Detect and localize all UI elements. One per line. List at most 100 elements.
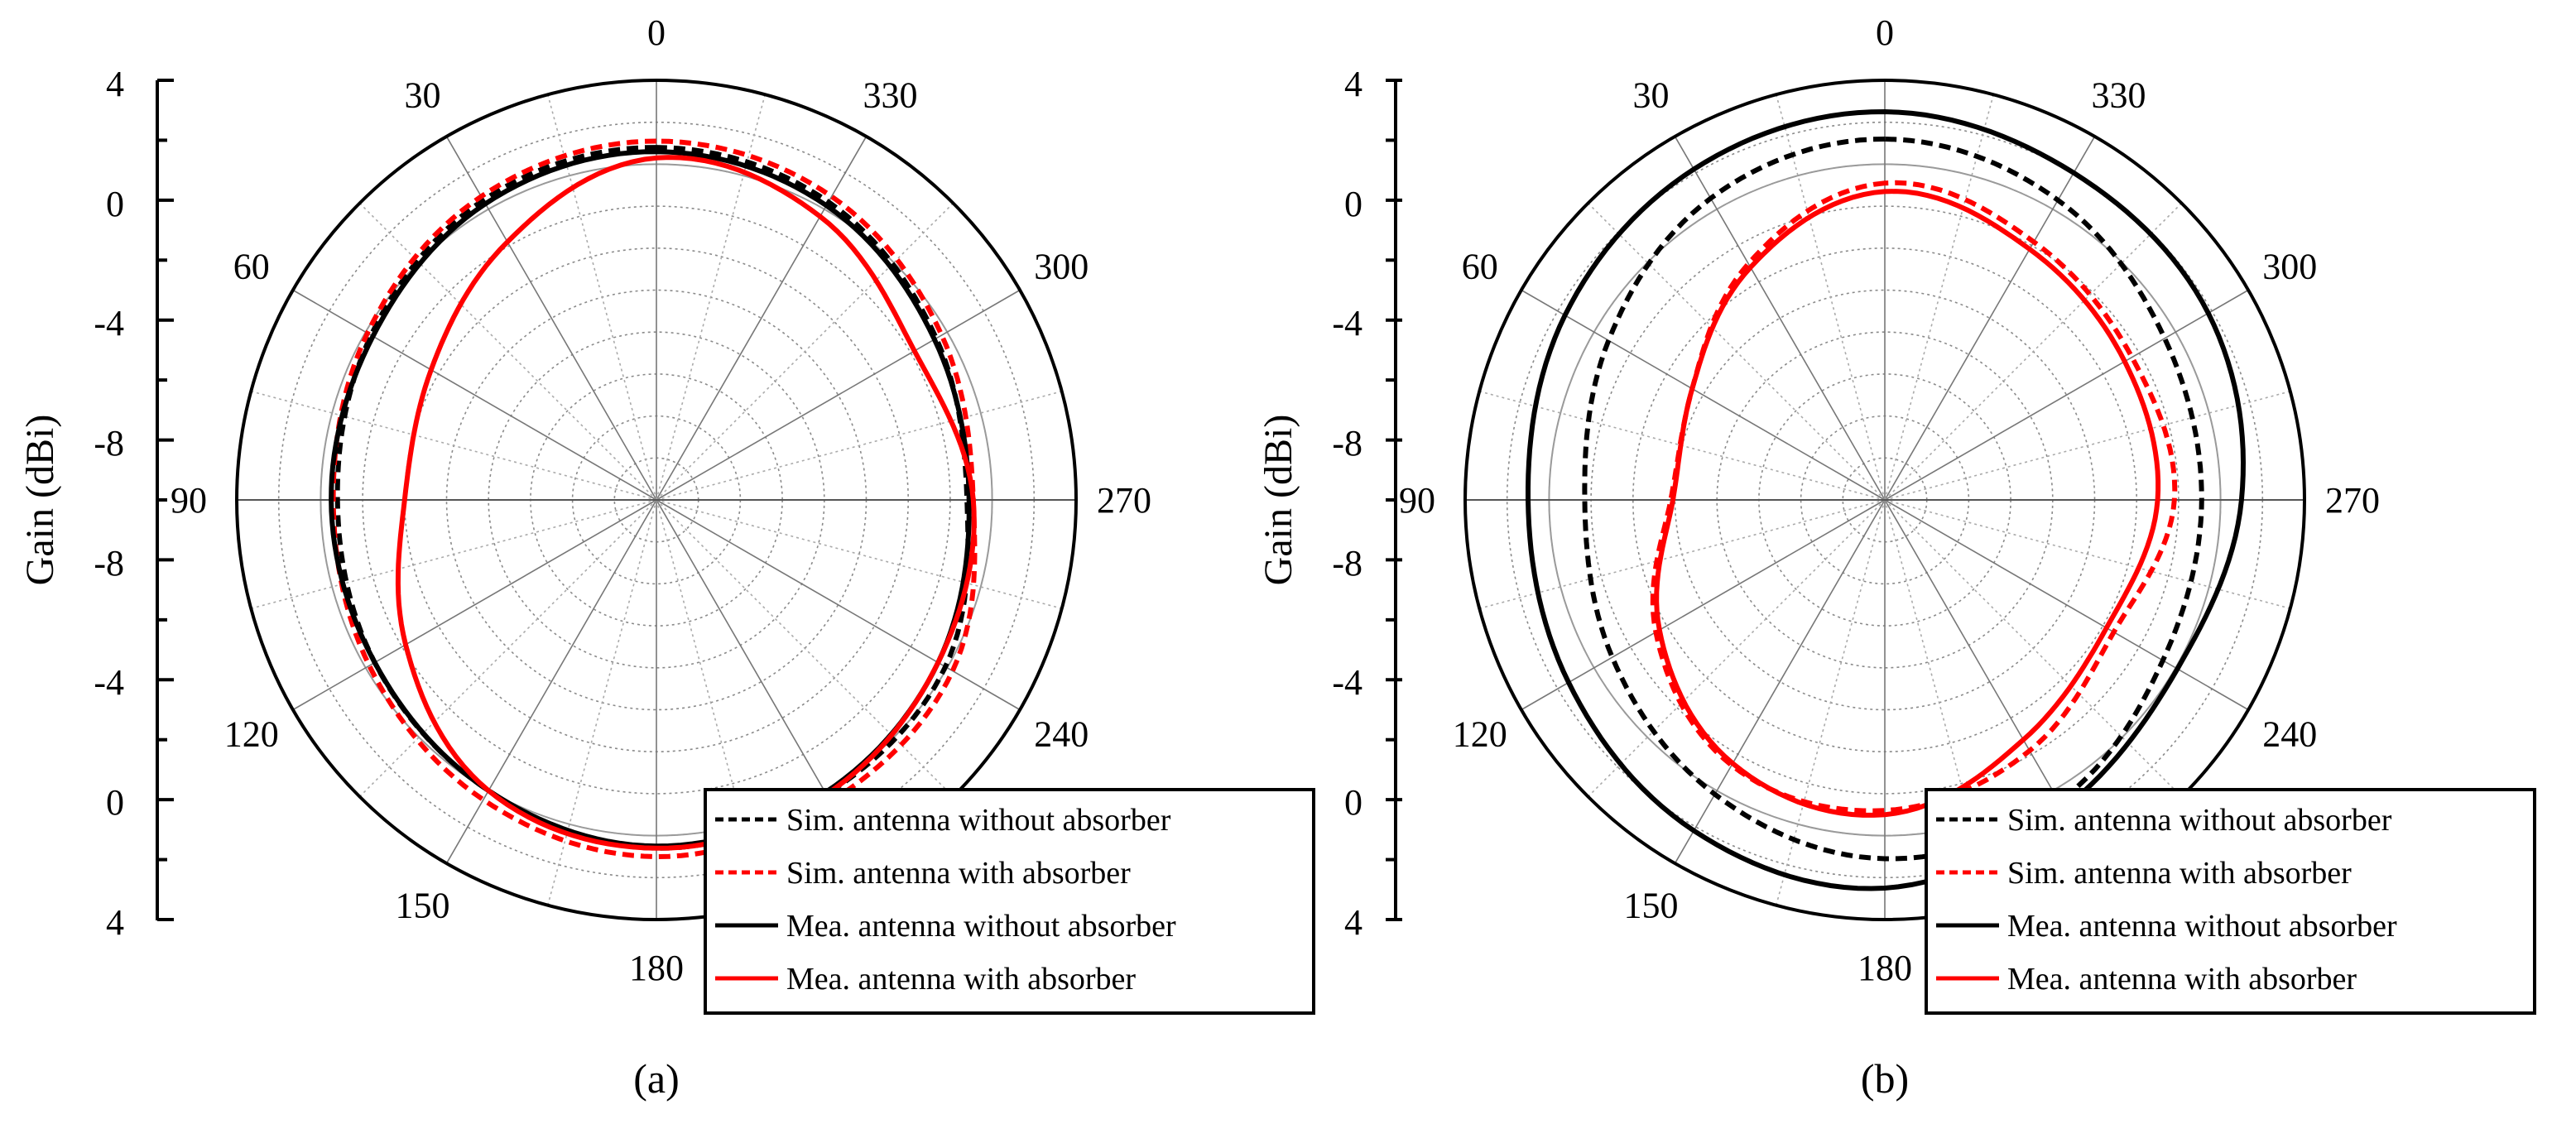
panel-a: 4 0 -4 -8 -8 -4 0 4 Gain (dBi) 033030027…	[18, 12, 1315, 1102]
grid-spoke	[656, 202, 954, 501]
grid-spoke	[1521, 289, 1886, 501]
angle-tick-label: 150	[396, 885, 450, 925]
grid-spoke	[1521, 499, 1886, 711]
angle-tick-label: 60	[1462, 247, 1498, 287]
grid-spoke	[656, 289, 1021, 501]
series-line	[395, 155, 977, 851]
radial-tick-label: -4	[1332, 303, 1362, 343]
grid-spoke	[1674, 136, 1886, 501]
grid-spoke	[358, 202, 657, 501]
grid-spoke	[1884, 136, 2096, 501]
outer-circle	[235, 79, 1078, 921]
y-axis-label-a: Gain (dBi)	[18, 415, 62, 586]
series-line	[330, 138, 978, 860]
angle-tick-label: 240	[1034, 714, 1089, 755]
legend-label: Mea. antenna with absorber	[2007, 962, 2357, 997]
series-line	[1650, 180, 2178, 814]
grid-spoke	[656, 499, 1062, 609]
grid-spoke	[292, 289, 657, 501]
grid-spoke	[1776, 499, 1886, 905]
angle-tick-label: 330	[863, 75, 918, 116]
legend-a: Sim. antenna without absorber Sim. antenn…	[704, 788, 1315, 1015]
legend-label: Sim. antenna without absorber	[2007, 803, 2392, 838]
angle-tick-label: 0	[647, 12, 666, 53]
outer-circle	[1463, 79, 2306, 921]
angle-tick-label: 180	[629, 948, 684, 988]
angle-tick-label: 300	[1034, 247, 1089, 287]
grid-spoke	[1884, 289, 2249, 501]
angle-tick-label: 240	[2262, 714, 2317, 755]
polar-grid-a	[157, 79, 1078, 921]
grid-spoke	[445, 499, 657, 864]
grid-spoke	[251, 499, 657, 609]
radial-tick-label: 0	[106, 782, 124, 823]
angle-tick-label: 90	[1399, 480, 1435, 521]
grid-spoke	[656, 391, 1062, 501]
angle-tick-label: 30	[405, 75, 441, 116]
grid-spoke	[1884, 391, 2290, 501]
radial-tick-label: -8	[94, 543, 124, 584]
grid-spoke	[1776, 94, 1886, 501]
grid-spoke	[1884, 499, 2290, 609]
grid-spoke	[1884, 94, 1994, 501]
series-b	[1526, 108, 2247, 891]
angle-labels-a: 0330300270240210180150120906030	[171, 12, 1151, 988]
legend-label: Sim. antenna with absorber	[786, 856, 1131, 891]
angle-labels-b: 0330300270240210180150120906030	[1399, 12, 2380, 988]
panel-label-b: (b)	[1861, 1055, 1909, 1102]
angle-tick-label: 180	[1858, 948, 1912, 988]
radial-tick-label: 0	[1344, 782, 1362, 823]
radial-tick-labels-b: 4 0 -4 -8 -8 -4 0 4	[1332, 64, 1362, 943]
panel-b: 4 0 -4 -8 -8 -4 0 4 Gain (dBi) 033030027…	[1257, 12, 2536, 1102]
legend-box	[704, 788, 1315, 1015]
y-axis-label-b: Gain (dBi)	[1257, 415, 1300, 586]
angle-tick-label: 120	[1453, 714, 1507, 755]
grid-spoke	[656, 499, 1021, 711]
radial-tick-label: -4	[94, 662, 124, 703]
grid-spoke	[1587, 202, 1886, 501]
grid-spoke	[1884, 499, 2183, 798]
angle-tick-label: 0	[1876, 12, 1894, 53]
series-line	[1654, 189, 2161, 818]
radial-tick-label: 0	[1344, 184, 1362, 224]
radial-tick-label: 4	[106, 902, 124, 943]
panel-label-a: (a)	[633, 1055, 680, 1102]
series-line	[1582, 136, 2204, 862]
grid-spoke	[358, 499, 657, 798]
grid-spoke	[251, 391, 657, 501]
radial-tick-label: -4	[1332, 662, 1362, 703]
radial-tick-label: 4	[1344, 902, 1362, 943]
radial-tick-labels-a: 4 0 -4 -8 -8 -4 0 4	[94, 64, 124, 943]
angle-tick-label: 300	[2262, 247, 2317, 287]
radial-tick-label: 0	[106, 184, 124, 224]
series-line	[1526, 108, 2247, 891]
radial-tick-label: -8	[94, 423, 124, 464]
radial-tick-label: -8	[1332, 543, 1362, 584]
radial-tick-label: -4	[94, 303, 124, 343]
angle-tick-label: 30	[1633, 75, 1670, 116]
legend-label: Mea. antenna without absorber	[2007, 909, 2397, 944]
grid-spoke	[1674, 499, 1886, 864]
legend-label: Sim. antenna without absorber	[786, 803, 1171, 838]
angle-tick-label: 120	[224, 714, 279, 755]
angle-tick-label: 270	[2325, 480, 2380, 521]
legend-b: Sim. antenna without absorber Sim. antenn…	[1925, 788, 2536, 1015]
grid-spoke	[1884, 202, 2183, 501]
legend-label: Sim. antenna with absorber	[2007, 856, 2352, 891]
grid-spoke	[292, 499, 657, 711]
grid-spoke	[656, 136, 867, 501]
grid-spoke	[547, 499, 657, 905]
grid-spoke	[1884, 499, 2249, 711]
series-a	[329, 138, 978, 860]
grid-spoke	[445, 136, 657, 501]
radial-tick-label: -8	[1332, 423, 1362, 464]
angle-tick-label: 330	[2092, 75, 2146, 116]
angle-tick-label: 90	[171, 480, 207, 521]
angle-tick-label: 150	[1624, 885, 1679, 925]
legend-label: Mea. antenna with absorber	[786, 962, 1136, 997]
angle-tick-label: 60	[233, 247, 270, 287]
grid-spoke	[656, 499, 954, 798]
grid-spoke	[1479, 499, 1886, 609]
legend-label: Mea. antenna without absorber	[786, 909, 1176, 944]
